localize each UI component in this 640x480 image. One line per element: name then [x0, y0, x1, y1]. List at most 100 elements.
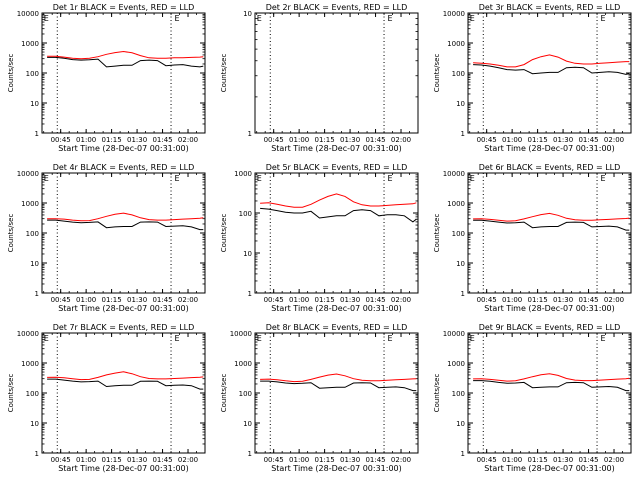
- x-tick-label: 01:45: [365, 136, 385, 144]
- lld-series-line: [47, 212, 204, 222]
- x-axis-label: Start Time (28-Dec-07 00:31:00): [271, 464, 402, 473]
- x-tick-label: 01:00: [289, 136, 309, 144]
- y-tick-label: 10000: [17, 10, 39, 18]
- x-tick-label: 01:00: [289, 456, 309, 464]
- y-tick-label: 10: [30, 260, 39, 268]
- chart-svg: Det 8r BLACK = Events, RED = LLD 1 10 100 10…: [220, 323, 419, 473]
- x-tick-label: 01:00: [289, 296, 309, 304]
- plot-frame: [467, 12, 632, 134]
- y-axis-label: Counts/sec: [7, 54, 15, 93]
- chart-svg: Det 6r BLACK = Events, RED = LLD 1 10 100 10…: [433, 163, 632, 313]
- annotation-label: E: [174, 14, 179, 23]
- y-tick-label: 1000: [21, 360, 39, 368]
- chart-panel: Det 9r BLACK = Events, RED = LLD 1 10 100 10…: [426, 320, 639, 480]
- x-tick-label: 00:45: [264, 136, 284, 144]
- chart-svg: Det 4r BLACK = Events, RED = LLD 1 10 100 10…: [7, 163, 206, 313]
- plot-frame: [467, 172, 632, 294]
- x-tick-label: 01:30: [127, 456, 147, 464]
- events-series-line: [47, 378, 204, 390]
- lld-series-line: [473, 373, 630, 382]
- y-tick-label: 1: [461, 290, 465, 298]
- x-axis-label: Start Time (28-Dec-07 00:31:00): [271, 144, 402, 153]
- chart-svg: Det 9r BLACK = Events, RED = LLD 1 10 100 10…: [433, 323, 632, 473]
- x-tick-label: 01:15: [315, 136, 335, 144]
- x-tick-label: 02:00: [604, 456, 624, 464]
- y-axis-label: Counts/sec: [433, 214, 441, 253]
- annotation-label: E: [257, 174, 262, 183]
- x-tick-label: 01:15: [102, 136, 122, 144]
- x-axis-label: Start Time (28-Dec-07 00:31:00): [484, 144, 615, 153]
- x-tick-label: 01:15: [315, 296, 335, 304]
- x-tick-label: 01:00: [502, 296, 522, 304]
- lld-series-line: [473, 54, 630, 68]
- annotation-label: E: [387, 14, 392, 23]
- x-axis-label: Start Time (28-Dec-07 00:31:00): [58, 464, 189, 473]
- y-tick-label: 100: [239, 210, 252, 218]
- y-tick-label: 10000: [443, 170, 465, 178]
- chart-panel: Det 1r BLACK = Events, RED = LLD 1 10 100 10…: [0, 0, 213, 160]
- y-tick-label: 1000: [234, 360, 252, 368]
- x-tick-label: 01:30: [553, 296, 573, 304]
- annotation-label: E: [387, 174, 392, 183]
- chart-title: Det 6r BLACK = Events, RED = LLD: [479, 163, 621, 172]
- y-tick-label: 1: [35, 450, 39, 458]
- x-tick-label: 01:45: [152, 456, 172, 464]
- x-tick-label: 02:00: [391, 296, 411, 304]
- y-tick-label: 10000: [17, 330, 39, 338]
- y-tick-label: 1: [461, 130, 465, 138]
- x-tick-label: 01:30: [340, 296, 360, 304]
- annotation-label: E: [44, 174, 49, 183]
- y-tick-label: 10: [456, 260, 465, 268]
- x-tick-label: 01:45: [578, 296, 598, 304]
- chart-panel: Det 2r BLACK = Events, RED = LLD 1 10 00:45…: [213, 0, 426, 160]
- y-tick-label: 100: [452, 390, 465, 398]
- y-tick-label: 10: [456, 100, 465, 108]
- x-tick-label: 01:15: [102, 296, 122, 304]
- y-tick-label: 100: [239, 390, 252, 398]
- x-axis-label: Start Time (28-Dec-07 00:31:00): [484, 304, 615, 313]
- y-tick-label: 1000: [21, 40, 39, 48]
- x-tick-label: 01:00: [76, 296, 96, 304]
- annotation-label: E: [257, 14, 262, 23]
- y-tick-label: 1: [248, 450, 252, 458]
- y-axis-label: Counts/sec: [220, 54, 228, 93]
- plot-frame: [467, 332, 632, 454]
- plot-frame: [254, 172, 419, 294]
- chart-panel: Det 6r BLACK = Events, RED = LLD 1 10 100 10…: [426, 160, 639, 320]
- lld-series-line: [260, 193, 417, 208]
- y-axis-label: Counts/sec: [433, 374, 441, 413]
- x-tick-label: 02:00: [604, 296, 624, 304]
- chart-title: Det 1r BLACK = Events, RED = LLD: [53, 3, 195, 12]
- x-tick-label: 01:30: [553, 136, 573, 144]
- y-tick-label: 100: [452, 230, 465, 238]
- x-tick-label: 01:45: [578, 136, 598, 144]
- events-series-line: [47, 219, 204, 231]
- y-tick-label: 1: [248, 130, 252, 138]
- y-tick-label: 1: [248, 290, 252, 298]
- events-series-line: [473, 219, 630, 231]
- x-tick-label: 00:45: [51, 456, 71, 464]
- x-tick-label: 01:00: [76, 136, 96, 144]
- chart-title: Det 8r BLACK = Events, RED = LLD: [266, 323, 408, 332]
- y-axis-label: Counts/sec: [7, 374, 15, 413]
- x-tick-label: 00:45: [477, 456, 497, 464]
- annotation-label: E: [174, 334, 179, 343]
- y-tick-label: 1000: [447, 40, 465, 48]
- x-tick-label: 01:45: [152, 296, 172, 304]
- x-tick-label: 01:45: [152, 136, 172, 144]
- y-tick-label: 1000: [447, 360, 465, 368]
- x-tick-label: 00:45: [51, 296, 71, 304]
- y-axis-label: Counts/sec: [7, 214, 15, 253]
- x-tick-label: 01:45: [578, 456, 598, 464]
- events-series-line: [260, 207, 417, 223]
- x-axis-label: Start Time (28-Dec-07 00:31:00): [484, 464, 615, 473]
- x-tick-label: 01:15: [528, 136, 548, 144]
- y-tick-label: 10: [243, 10, 252, 18]
- y-tick-label: 1000: [447, 200, 465, 208]
- y-tick-label: 10: [243, 250, 252, 258]
- plot-frame: [254, 332, 419, 454]
- annotation-label: E: [600, 14, 605, 23]
- x-axis-label: Start Time (28-Dec-07 00:31:00): [58, 144, 189, 153]
- events-series-line: [473, 64, 630, 75]
